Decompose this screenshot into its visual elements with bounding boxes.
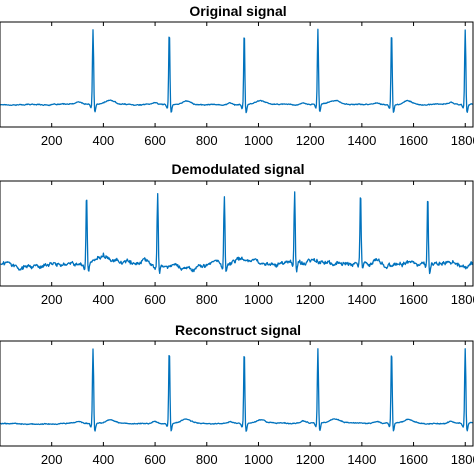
chart-title: Demodulated signal (171, 161, 304, 177)
x-tick-label: 1800 (451, 133, 474, 148)
chart-title: Original signal (189, 3, 286, 19)
x-tick-label: 1600 (399, 133, 428, 148)
x-tick-label: 1400 (347, 292, 376, 307)
series-line-group (0, 191, 473, 275)
panel-original-signal: Original signal 200 400 600 800 1000 1200 1400… (0, 3, 474, 148)
series-line-group (0, 348, 473, 432)
x-tick-label: 1400 (347, 133, 376, 148)
signal-line (0, 191, 473, 275)
x-tick-label: 200 (41, 292, 63, 307)
x-tick-label: 400 (93, 452, 115, 467)
x-tick-label: 800 (196, 292, 218, 307)
x-tick-label: 1000 (244, 292, 273, 307)
x-axis-ticks: 200 400 600 800 1000 1200 1400 1600 1800 (41, 22, 474, 148)
x-axis-ticks: 200 400 600 800 1000 1200 1400 1600 1800 (41, 341, 474, 467)
x-tick-label: 1400 (347, 452, 376, 467)
x-tick-label: 600 (144, 133, 166, 148)
x-tick-label: 400 (93, 292, 115, 307)
x-tick-label: 1200 (296, 292, 325, 307)
x-tick-label: 1800 (451, 452, 474, 467)
signal-line (0, 28, 473, 114)
x-axis-ticks: 200 400 600 800 1000 1200 1400 1600 1800 (41, 181, 474, 307)
x-tick-label: 1600 (399, 452, 428, 467)
plot-frame (0, 21, 474, 128)
x-tick-label: 600 (144, 452, 166, 467)
x-tick-label: 1200 (296, 133, 325, 148)
x-tick-label: 400 (93, 133, 115, 148)
series-line-group (0, 28, 473, 114)
plot-frame (0, 180, 474, 287)
x-tick-label: 600 (144, 292, 166, 307)
plot-frame (0, 340, 474, 447)
x-tick-label: 1000 (244, 133, 273, 148)
x-tick-label: 200 (41, 452, 63, 467)
x-tick-label: 800 (196, 133, 218, 148)
x-tick-label: 1600 (399, 292, 428, 307)
x-tick-label: 1000 (244, 452, 273, 467)
panel-demodulated-signal: Demodulated signal 200 400 600 800 1000 1200 1… (0, 161, 474, 307)
x-tick-label: 1200 (296, 452, 325, 467)
panel-reconstruct-signal: Reconstruct signal 200 400 600 800 1000 1200 1… (0, 322, 474, 467)
x-tick-label: 800 (196, 452, 218, 467)
x-tick-label: 200 (41, 133, 63, 148)
signal-line (0, 348, 473, 432)
chart-title: Reconstruct signal (175, 322, 301, 338)
x-tick-label: 1800 (451, 292, 474, 307)
